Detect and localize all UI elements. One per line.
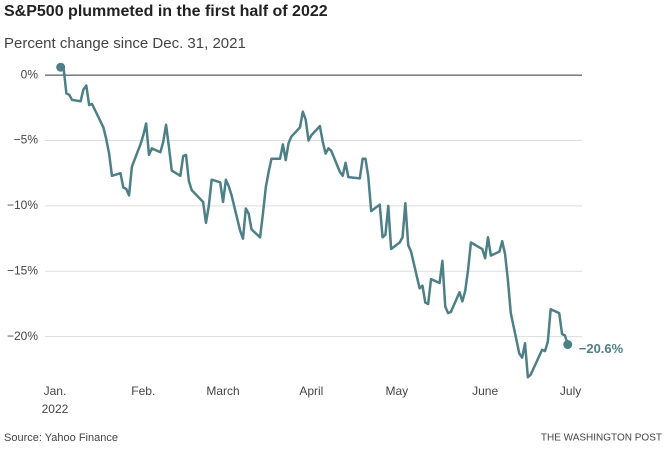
y-tick-label: −5% [14,133,39,147]
x-tick-label: Feb. [131,384,155,398]
y-tick-label: −20% [7,329,38,343]
end-dot [563,340,573,350]
line [60,65,569,379]
x-tick-label: June [472,384,498,398]
credit: THE WASHINGTON POST [541,433,662,444]
x-tick-year: 2022 [42,402,69,416]
x-tick-label: July [560,384,581,398]
y-tick-label: 0% [21,67,39,81]
x-tick-label: Jan. [44,384,67,398]
end-dot [56,62,66,72]
x-tick-label: April [299,384,323,398]
y-tick-label: −10% [7,198,38,212]
source: Source: Yahoo Finance [4,432,118,444]
chart-title: S&P500 plummeted in the first half of 20… [4,3,328,20]
chart-subtitle: Percent change since Dec. 31, 2021 [4,35,246,52]
x-tick-label: March [206,384,239,398]
x-tick-label: May [385,384,408,398]
value-label: −20.6% [579,341,624,356]
y-tick-label: −15% [7,263,38,277]
